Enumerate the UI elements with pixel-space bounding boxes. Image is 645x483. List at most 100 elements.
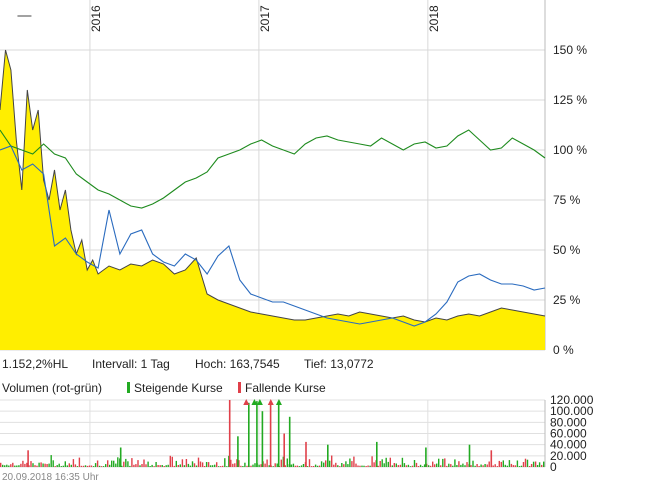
volume-bar [308, 459, 311, 467]
volume-bar [222, 465, 224, 467]
volume-bar [466, 462, 468, 467]
volume-bar [60, 466, 62, 467]
volume-spike-bar [237, 436, 239, 467]
volume-bar [450, 464, 452, 467]
volume-bar [298, 466, 301, 467]
volume-bar [536, 465, 539, 467]
volume-y-tick-label: 80.000 [550, 415, 587, 429]
volume-bar [135, 464, 137, 467]
volume-y-tick-label: 100.000 [550, 404, 594, 418]
volume-bar [70, 464, 72, 467]
change-label: 1.152,2%HL [2, 357, 68, 371]
volume-bar [367, 465, 369, 467]
volume-bar [209, 465, 212, 467]
volume-bar [64, 461, 66, 467]
volume-bar [4, 465, 6, 467]
overflow-arrow-marker [267, 399, 274, 405]
price-y-tick-label: 0 % [553, 343, 574, 357]
volume-bar [238, 460, 240, 467]
volume-bar [482, 465, 484, 467]
volume-spike-bar [277, 401, 280, 467]
volume-bar [411, 465, 414, 467]
overflow-arrow-marker [256, 399, 263, 405]
volume-bar [252, 464, 254, 467]
volume-bar [117, 457, 119, 467]
main-series-line [0, 49, 546, 323]
volume-bar [484, 464, 486, 467]
volume-bar [205, 462, 208, 467]
volume-bar [302, 464, 305, 467]
volume-bar [147, 461, 149, 467]
volume-bar [34, 465, 36, 467]
volume-bar [530, 464, 533, 467]
volume-spike-bar [490, 450, 493, 468]
volume-bar [538, 462, 541, 467]
volume-bar [325, 460, 327, 467]
volume-bar [292, 463, 295, 467]
price-y-tick-label: 75 % [553, 193, 581, 207]
volume-bar [185, 459, 188, 467]
volume-bar [480, 464, 482, 467]
volume-bar [470, 465, 472, 467]
falling-legend-swatch [238, 382, 241, 393]
volume-overflow-markers [243, 399, 282, 405]
low-label: Tief: 13,0772 [304, 357, 374, 371]
volume-bar [532, 461, 535, 467]
volume-bar [226, 466, 228, 467]
volume-bar [163, 466, 165, 467]
volume-bar [312, 466, 315, 467]
volume-bar [335, 462, 337, 467]
volume-bar [310, 466, 313, 467]
volume-bar [131, 458, 133, 467]
volume-bar [98, 465, 101, 467]
volume-bar [90, 465, 93, 467]
volume-bar [119, 458, 121, 467]
overflow-arrow-marker [275, 399, 282, 405]
volume-bar [504, 464, 506, 467]
volume-bar [296, 465, 299, 467]
volume-bar [127, 461, 129, 467]
volume-bar [454, 459, 456, 467]
volume-bar [528, 466, 531, 467]
volume-bar [306, 466, 309, 467]
volume-bar [48, 463, 50, 467]
volume-bar [12, 462, 14, 467]
volume-bar [272, 466, 274, 467]
volume-bar [42, 463, 44, 467]
volume-bar [88, 465, 91, 467]
volume-bar [28, 465, 30, 467]
volume-bar [50, 455, 52, 467]
volume-bar [440, 465, 442, 467]
overflow-arrow-marker [243, 399, 250, 405]
volume-bar [415, 462, 418, 467]
price-y-tick-label: 100 % [553, 143, 587, 157]
volume-bar [353, 456, 355, 467]
info-row: 1.152,2%HL Intervall: 1 Tag Hoch: 163,75… [2, 357, 374, 371]
volume-bar [177, 465, 179, 467]
volume-bar [446, 465, 448, 467]
volume-bar [129, 465, 131, 467]
volume-bar [224, 458, 226, 467]
volume-bar [361, 465, 363, 467]
volume-bar [423, 464, 426, 467]
volume-bar [240, 465, 242, 467]
volume-bar [460, 464, 462, 467]
price-y-tick-label: 50 % [553, 243, 581, 257]
volume-bar [462, 463, 464, 467]
volume-bar [36, 465, 38, 467]
volume-bar [383, 463, 385, 467]
volume-bar [284, 465, 286, 467]
volume-bar [151, 464, 153, 467]
volume-bar [314, 464, 317, 467]
volume-bar [339, 466, 341, 467]
volume-bar [290, 464, 293, 467]
price-y-tick-label: 25 % [553, 293, 581, 307]
volume-bar [94, 463, 97, 467]
volume-bar [464, 465, 466, 467]
volume-bar [498, 460, 500, 467]
volume-bar [458, 461, 460, 467]
volume-bar [371, 456, 373, 467]
volume-bar [276, 463, 278, 467]
